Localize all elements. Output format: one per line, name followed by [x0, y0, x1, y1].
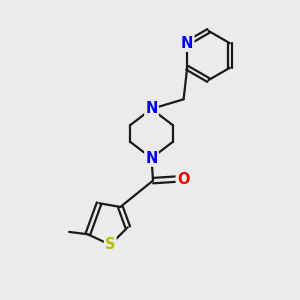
Text: O: O [177, 172, 189, 187]
Text: S: S [105, 237, 116, 252]
Text: N: N [145, 101, 158, 116]
Text: N: N [181, 36, 194, 51]
Text: N: N [145, 151, 158, 166]
